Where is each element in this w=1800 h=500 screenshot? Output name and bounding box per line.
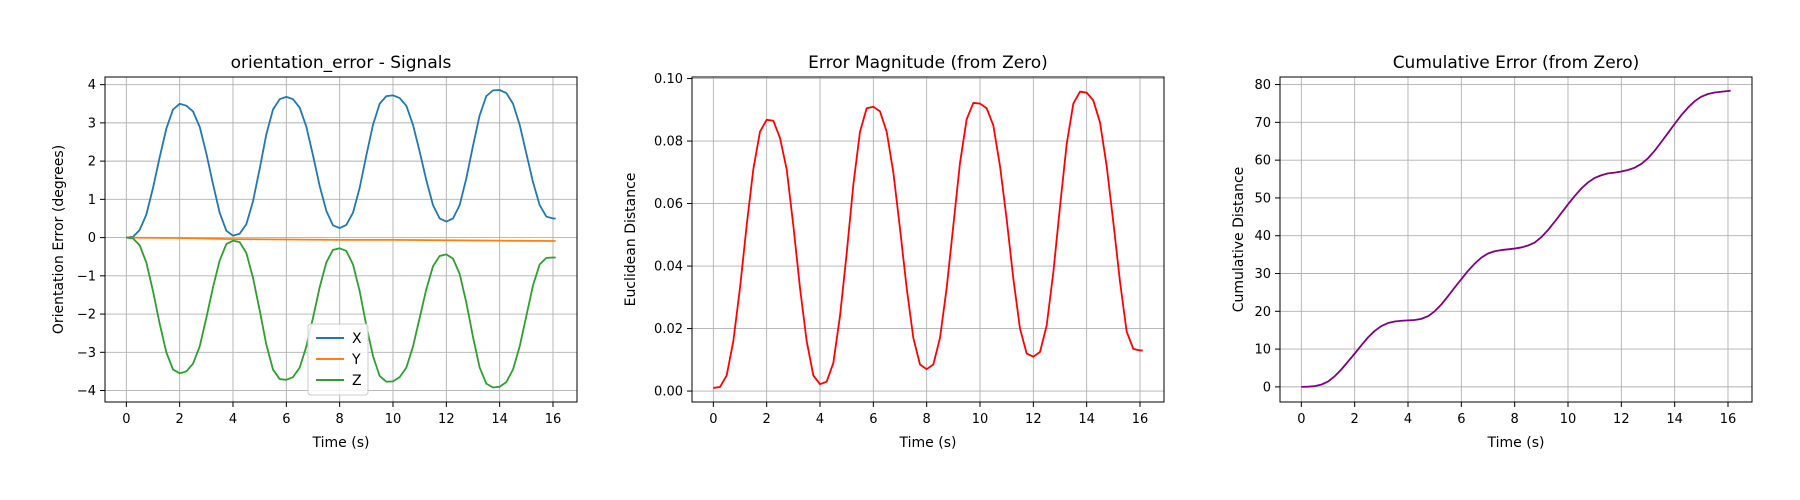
chart2-title: Error Magnitude (from Zero) — [808, 53, 1048, 73]
chart3-x-tick-label: 6 — [1457, 412, 1465, 427]
chart1-y-axis-label: Orientation Error (degrees) — [51, 145, 67, 334]
chart1-x-tick-label: 16 — [545, 412, 562, 427]
chart3-plot-frame — [1279, 76, 1753, 403]
chart2-y-tick-label: 0.10 — [654, 72, 683, 87]
chart1-y-tick-label: −4 — [77, 384, 96, 399]
chart2-y-tick-label: 0.04 — [654, 260, 683, 275]
chart1-title: orientation_error - Signals — [231, 53, 452, 73]
chart2-x-tick-label: 0 — [709, 412, 717, 427]
chart3-y-tick-label: 30 — [1254, 267, 1271, 282]
chart2-x-tick-label: 16 — [1132, 412, 1149, 427]
chart1-plot-frame — [104, 76, 578, 403]
chart1-series-x-line — [126, 89, 556, 239]
chart1-legend-label-z: Z — [352, 373, 362, 389]
chart1-x-tick-label: 8 — [336, 412, 344, 427]
chart1-y-tick-label: 1 — [88, 193, 96, 208]
chart1-legend-label-y: Y — [351, 352, 361, 368]
chart1-legend-label-x: X — [352, 331, 362, 347]
chart1-y-tick-label: 4 — [88, 78, 96, 93]
chart2-y-tick-label: 0.06 — [654, 197, 683, 212]
chart3-y-tick-label: 10 — [1254, 343, 1271, 358]
chart1-x-tick-label: 10 — [385, 412, 402, 427]
chart1-x-axis-label: Time (s) — [312, 435, 370, 451]
chart1-x-tick-label: 4 — [229, 412, 237, 427]
chart2-x-tick-label: 12 — [1025, 412, 1042, 427]
chart1-x-tick-label: 14 — [491, 412, 508, 427]
chart3-x-tick-label: 16 — [1720, 412, 1737, 427]
chart3-y-tick-label: 60 — [1254, 154, 1271, 169]
chart1-y-tick-label: 3 — [88, 116, 96, 131]
chart1-x-tick-label: 2 — [176, 412, 184, 427]
chart2-x-axis-label: Time (s) — [899, 435, 957, 451]
chart3-x-tick-label: 0 — [1297, 412, 1305, 427]
chart1-y-tick-label: 2 — [88, 155, 96, 170]
chart2-series-1-line — [713, 90, 1143, 389]
chart2-y-axis-label: Euclidean Distance — [623, 173, 639, 307]
chart3-x-tick-label: 12 — [1613, 412, 1630, 427]
chart3-x-tick-label: 14 — [1666, 412, 1683, 427]
chart3-x-axis-label: Time (s) — [1487, 435, 1545, 451]
chart3-series-1-line — [1301, 89, 1731, 388]
chart1-x-tick-label: 6 — [282, 412, 290, 427]
chart2-plot-frame — [691, 76, 1165, 403]
chart1-y-tick-label: −2 — [77, 308, 96, 323]
chart1-y-tick-label: −3 — [77, 346, 96, 361]
chart3-y-tick-label: 70 — [1254, 116, 1271, 131]
chart3-y-tick-label: 50 — [1254, 191, 1271, 206]
chart2-x-tick-label: 10 — [972, 412, 989, 427]
chart3-title: Cumulative Error (from Zero) — [1393, 53, 1640, 73]
chart1-series-y-line — [126, 236, 556, 242]
chart2-y-tick-label: 0.02 — [654, 322, 683, 337]
chart2-x-tick-label: 2 — [763, 412, 771, 427]
chart2-x-tick-label: 4 — [816, 412, 824, 427]
chart3-y-tick-label: 80 — [1254, 78, 1271, 93]
chart3-y-tick-label: 0 — [1263, 380, 1271, 395]
chart3-y-axis-label: Cumulative Distance — [1231, 167, 1247, 313]
chart3-y-tick-label: 20 — [1254, 305, 1271, 320]
chart1-y-tick-label: 0 — [88, 231, 96, 246]
chart3-y-tick-label: 40 — [1254, 229, 1271, 244]
chart3-x-tick-label: 10 — [1560, 412, 1577, 427]
chart1-series-z-line — [126, 236, 556, 389]
chart2-x-tick-label: 14 — [1078, 412, 1095, 427]
chart2-x-tick-label: 6 — [869, 412, 877, 427]
chart1-x-tick-label: 12 — [438, 412, 455, 427]
chart2-x-tick-label: 8 — [923, 412, 931, 427]
chart1-x-tick-label: 0 — [122, 412, 130, 427]
chart1-y-tick-label: −1 — [77, 269, 96, 284]
chart3-x-tick-label: 4 — [1404, 412, 1412, 427]
chart3-x-tick-label: 2 — [1351, 412, 1359, 427]
chart2-y-tick-label: 0.00 — [654, 385, 683, 400]
chart3-x-tick-label: 8 — [1511, 412, 1519, 427]
chart2-y-tick-label: 0.08 — [654, 135, 683, 150]
